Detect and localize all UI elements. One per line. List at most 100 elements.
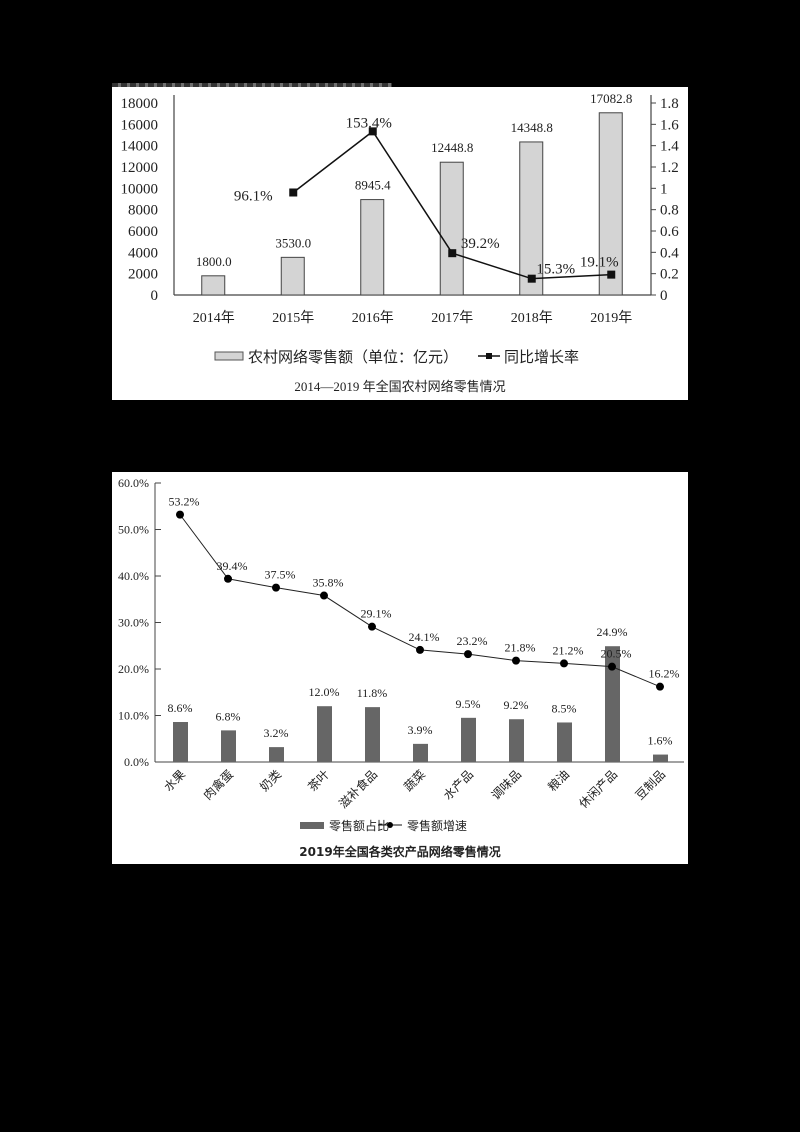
line-marker bbox=[289, 188, 298, 197]
x-tick-label: 滋补食品 bbox=[336, 767, 381, 812]
bar bbox=[280, 256, 305, 296]
x-tick-label: 休闲产品 bbox=[576, 767, 620, 811]
left-tick-label: 12000 bbox=[121, 160, 159, 176]
y-tick-label: 10.0% bbox=[118, 709, 149, 723]
x-tick-label: 水产品 bbox=[441, 767, 476, 802]
line-value-label: 23.2% bbox=[457, 634, 488, 648]
x-tick-label: 2014年 bbox=[193, 310, 235, 326]
bar bbox=[519, 141, 544, 296]
bar bbox=[413, 743, 428, 762]
legend-line-marker bbox=[486, 353, 492, 359]
line-value-label: 96.1% bbox=[234, 188, 273, 204]
x-tick-label: 2017年 bbox=[431, 310, 473, 326]
bar bbox=[605, 646, 620, 762]
right-tick-label: 0.6 bbox=[660, 224, 679, 240]
bar-value-label: 1.6% bbox=[648, 734, 673, 748]
bar-value-label: 3.2% bbox=[264, 726, 289, 740]
bar bbox=[360, 199, 385, 296]
left-tick-label: 8000 bbox=[128, 203, 158, 219]
line-value-label: 20.5% bbox=[601, 647, 632, 661]
bar-value-label: 12448.8 bbox=[431, 140, 473, 155]
bar-value-label: 24.9% bbox=[597, 625, 628, 639]
legend-bar-label: 零售额占比 bbox=[329, 818, 389, 833]
right-tick-label: 1.8 bbox=[660, 96, 679, 112]
left-tick-label: 2000 bbox=[128, 267, 158, 283]
line-value-label: 24.1% bbox=[409, 630, 440, 644]
bar-value-label: 8945.4 bbox=[355, 178, 391, 193]
bar-value-label: 17082.8 bbox=[590, 91, 632, 106]
legend-bar-swatch bbox=[214, 351, 244, 361]
bar bbox=[201, 275, 226, 296]
bar bbox=[461, 717, 476, 762]
line-value-label: 153.4% bbox=[346, 115, 392, 131]
left-tick-label: 16000 bbox=[121, 117, 159, 133]
left-tick-label: 4000 bbox=[128, 245, 158, 261]
bar-value-label: 9.2% bbox=[504, 698, 529, 712]
x-tick-label: 调味品 bbox=[489, 767, 524, 802]
right-tick-label: 1.2 bbox=[660, 160, 679, 176]
line-value-label: 53.2% bbox=[169, 495, 200, 509]
bar-value-label: 14348.8 bbox=[511, 120, 553, 135]
left-tick-label: 14000 bbox=[121, 139, 159, 155]
line-value-label: 39.4% bbox=[217, 559, 248, 573]
legend-line-label: 同比增长率 bbox=[504, 349, 579, 366]
line-marker bbox=[272, 583, 280, 592]
line-marker bbox=[560, 659, 568, 668]
line-marker bbox=[368, 622, 376, 631]
line-value-label: 21.8% bbox=[505, 641, 536, 655]
y-tick-label: 30.0% bbox=[118, 616, 149, 630]
line-value-label: 29.1% bbox=[361, 607, 392, 621]
left-tick-label: 18000 bbox=[121, 96, 159, 112]
bar-value-label: 12.0% bbox=[309, 685, 340, 699]
bar-value-label: 8.6% bbox=[168, 701, 193, 715]
chart-agri-products-retail bbox=[112, 472, 688, 864]
left-tick-label: 6000 bbox=[128, 224, 158, 240]
line-value-label: 21.2% bbox=[553, 643, 584, 657]
line-marker bbox=[607, 270, 616, 279]
bar-value-label: 6.8% bbox=[216, 709, 241, 723]
bar bbox=[269, 747, 284, 762]
line-marker bbox=[656, 682, 664, 691]
bar bbox=[173, 722, 188, 762]
y-tick-label: 60.0% bbox=[118, 476, 149, 490]
x-tick-label: 水果 bbox=[161, 767, 188, 794]
bar-value-label: 3530.0 bbox=[275, 235, 311, 250]
line-marker bbox=[527, 274, 536, 283]
line-value-label: 35.8% bbox=[313, 576, 344, 590]
bar bbox=[317, 706, 332, 762]
bar bbox=[653, 754, 668, 762]
line-value-label: 39.2% bbox=[461, 236, 500, 252]
bar-value-label: 1800.0 bbox=[196, 254, 232, 269]
right-tick-label: 1 bbox=[660, 181, 668, 197]
line-marker bbox=[320, 591, 328, 600]
x-tick-label: 蔬菜 bbox=[401, 767, 428, 794]
left-tick-label: 10000 bbox=[121, 181, 159, 197]
right-tick-label: 1.4 bbox=[660, 139, 679, 155]
x-tick-label: 豆制品 bbox=[633, 767, 668, 802]
bar-value-label: 9.5% bbox=[456, 697, 481, 711]
cropped-text-line bbox=[112, 83, 392, 87]
line-marker bbox=[608, 662, 616, 671]
line-value-label: 16.2% bbox=[649, 667, 680, 681]
x-tick-label: 2015年 bbox=[272, 310, 314, 326]
x-tick-label: 2019年 bbox=[590, 310, 632, 326]
line-marker bbox=[368, 127, 377, 136]
bar bbox=[221, 730, 236, 762]
right-tick-label: 0.4 bbox=[660, 245, 679, 261]
line-marker bbox=[176, 510, 184, 519]
x-tick-label: 2018年 bbox=[511, 310, 553, 326]
bar bbox=[365, 707, 380, 762]
line-value-label: 15.3% bbox=[536, 262, 575, 278]
chart-title: 2014—2019 年全国农村网络零售情况 bbox=[294, 379, 505, 394]
legend-bar-swatch bbox=[300, 822, 324, 829]
y-tick-label: 50.0% bbox=[118, 523, 149, 537]
y-tick-label: 20.0% bbox=[118, 662, 149, 676]
bar bbox=[557, 722, 572, 762]
chart-rural-online-retail bbox=[112, 87, 688, 400]
bar-value-label: 11.8% bbox=[357, 686, 388, 700]
line-marker bbox=[224, 574, 232, 583]
growth-line bbox=[179, 514, 661, 688]
line-marker bbox=[512, 656, 520, 665]
y-tick-label: 0.0% bbox=[124, 755, 149, 769]
